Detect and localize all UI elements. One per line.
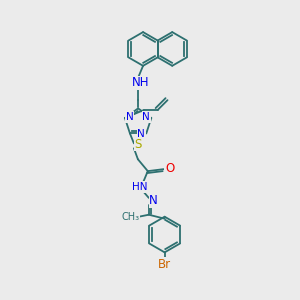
Text: NH: NH (132, 76, 150, 89)
Text: O: O (165, 162, 174, 175)
Text: N: N (137, 130, 145, 140)
Text: Br: Br (158, 258, 171, 271)
Text: HN: HN (132, 182, 148, 192)
Text: N: N (142, 112, 150, 122)
Text: CH₃: CH₃ (122, 212, 140, 222)
Text: N: N (149, 194, 158, 207)
Text: N: N (126, 112, 134, 122)
Text: S: S (134, 138, 142, 151)
